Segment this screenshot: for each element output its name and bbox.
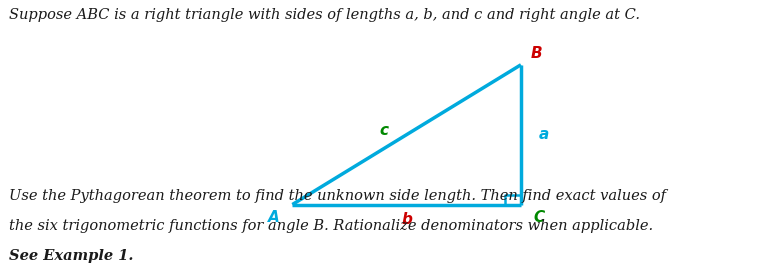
Text: Use the Pythagorean theorem to find the unknown side length. Then find exact val: Use the Pythagorean theorem to find the …: [9, 189, 666, 203]
Text: Suppose ABC is a right triangle with sides of lengths a, b, and c and right angl: Suppose ABC is a right triangle with sid…: [9, 8, 640, 22]
Text: the six trigonometric functions for angle B. Rationalize denominators when appli: the six trigonometric functions for angl…: [9, 219, 654, 233]
Text: C: C: [533, 210, 545, 225]
Text: b: b: [401, 213, 412, 227]
Text: B: B: [531, 46, 543, 61]
Text: A: A: [268, 210, 280, 225]
Text: a: a: [539, 127, 549, 142]
Text: c: c: [379, 123, 389, 138]
Text: See Example 1.: See Example 1.: [9, 249, 134, 263]
